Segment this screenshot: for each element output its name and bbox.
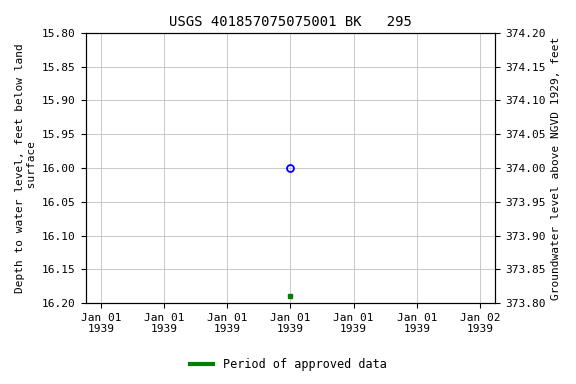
Title: USGS 401857075075001 BK   295: USGS 401857075075001 BK 295 xyxy=(169,15,412,29)
Y-axis label: Groundwater level above NGVD 1929, feet: Groundwater level above NGVD 1929, feet xyxy=(551,36,561,300)
Y-axis label: Depth to water level, feet below land
 surface: Depth to water level, feet below land su… xyxy=(15,43,37,293)
Legend: Period of approved data: Period of approved data xyxy=(185,354,391,376)
